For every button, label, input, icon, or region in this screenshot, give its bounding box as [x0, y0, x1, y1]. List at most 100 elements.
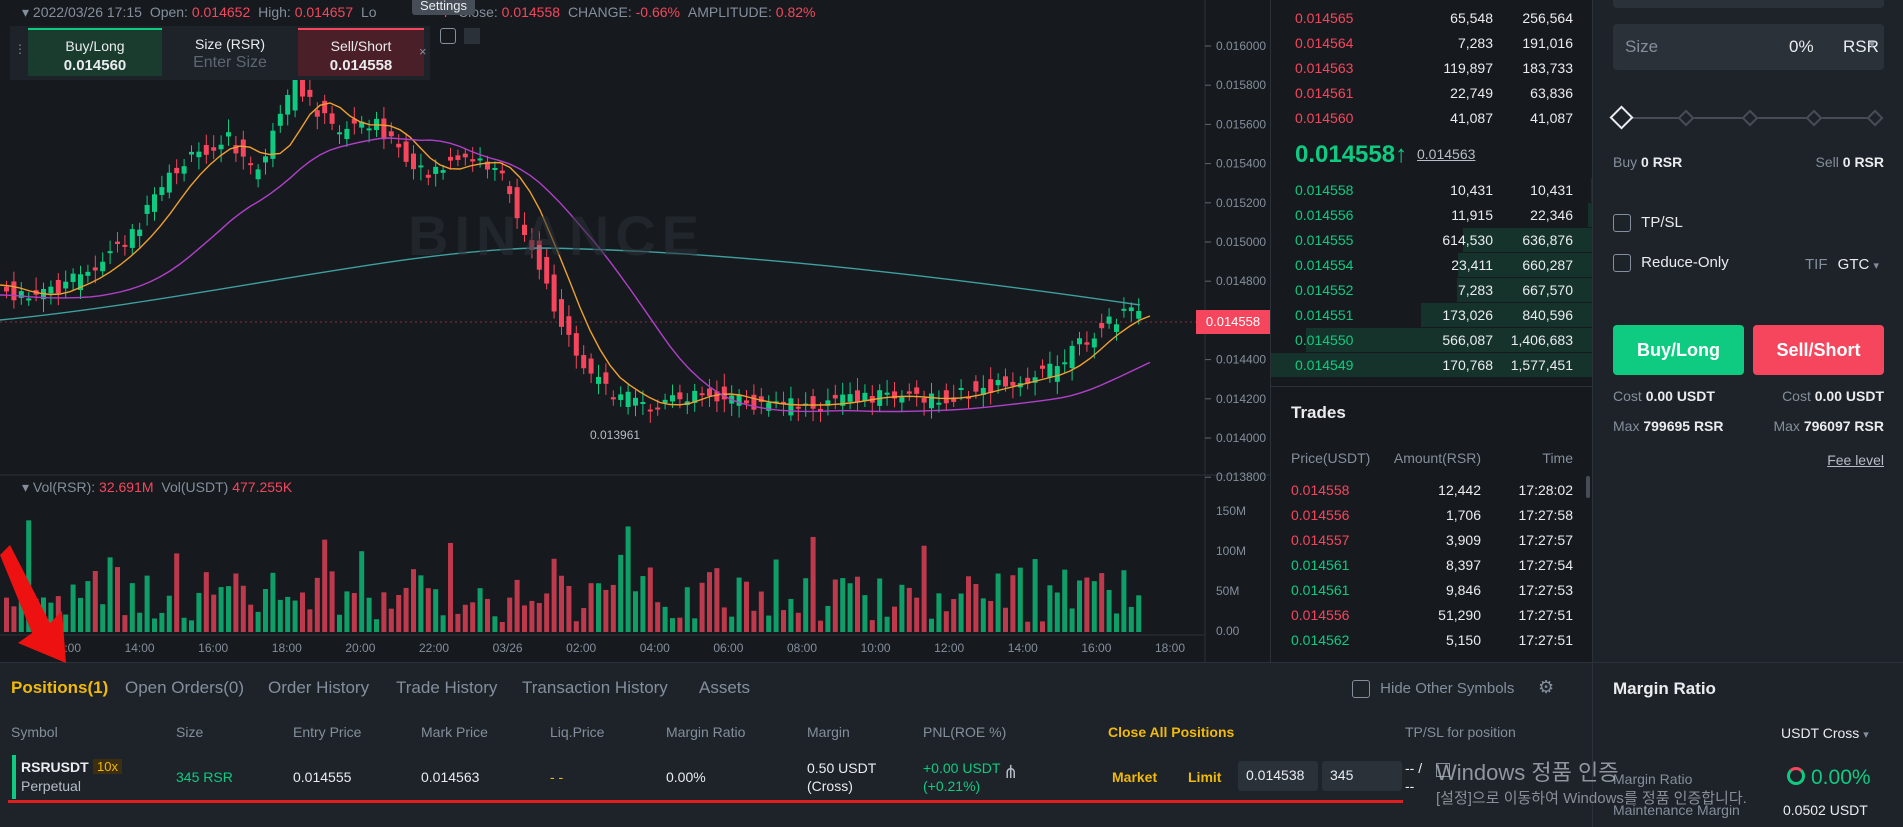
- orderbook-bid-row[interactable]: 0.014552 7,283 667,570: [1295, 282, 1573, 298]
- candle: [196, 151, 202, 158]
- filter-settings-icon[interactable]: ⚙: [1538, 677, 1555, 697]
- volume-bar: [980, 598, 986, 632]
- candle: [906, 391, 912, 394]
- orderbook-bid-row[interactable]: 0.014556 11,915 22,346: [1295, 207, 1573, 223]
- tab-positions[interactable]: Positions(1): [11, 678, 109, 697]
- limit-price-input[interactable]: 0.014538: [1238, 761, 1318, 791]
- candle: [536, 240, 542, 270]
- orderbook-mark-price[interactable]: 0.014563: [1417, 146, 1476, 162]
- limit-close-button[interactable]: Limit: [1188, 769, 1222, 785]
- sell-short-button[interactable]: Sell/Short: [1753, 325, 1884, 375]
- candle: [573, 333, 579, 356]
- orderbook-bid-row[interactable]: 0.014555 614,530 636,876: [1295, 232, 1573, 248]
- size-input[interactable]: Size 0% RSR ▾: [1613, 24, 1884, 70]
- close-quick-trade-icon[interactable]: ×: [419, 44, 427, 59]
- price-input[interactable]: [1613, 0, 1884, 8]
- candle: [958, 387, 964, 390]
- trades-scrollbar[interactable]: [1586, 476, 1590, 498]
- quick-size-input[interactable]: Size (RSR) Enter Size: [193, 36, 267, 71]
- candle: [847, 394, 853, 402]
- volume-bar: [418, 575, 424, 632]
- candle: [810, 396, 816, 409]
- limit-qty-input[interactable]: 345: [1322, 761, 1402, 791]
- tab-transaction-history[interactable]: Transaction History: [522, 678, 668, 697]
- candle: [55, 280, 61, 294]
- volume-bar: [374, 619, 379, 632]
- collapse-icon[interactable]: ▾: [22, 4, 30, 20]
- price-chart[interactable]: 0.016000 0.015800 0.015600 0.015400 0.015200…: [0, 0, 1270, 662]
- candle: [1099, 323, 1105, 329]
- tab-order-history[interactable]: Order History: [268, 678, 370, 697]
- close-icon[interactable]: [464, 28, 480, 44]
- orderbook-bid-row[interactable]: 0.014551 173,026 840,596: [1295, 307, 1573, 323]
- volume-bar: [795, 612, 801, 632]
- hide-other-symbols-checkbox[interactable]: Hide Other Symbols: [1352, 680, 1514, 699]
- candle: [159, 187, 165, 195]
- quick-sell-button[interactable]: Sell/Short 0.014558: [298, 28, 424, 76]
- slider-handle[interactable]: [1609, 105, 1634, 130]
- candle: [647, 409, 653, 412]
- time-axis-tick: 02:00: [566, 641, 596, 655]
- orderbook-bid-row[interactable]: 0.014558 10,431 10,431: [1295, 182, 1573, 198]
- volume-bar: [1003, 607, 1008, 632]
- tpsl-checkbox[interactable]: TP/SL: [1613, 214, 1683, 233]
- gear-icon[interactable]: [440, 28, 456, 44]
- candle: [226, 132, 231, 137]
- sell-max: Max 796097 RSR: [1773, 418, 1884, 434]
- fee-level-link[interactable]: Fee level: [1827, 452, 1884, 468]
- volume-bar: [810, 536, 816, 632]
- volume-bar: [137, 612, 143, 632]
- candle: [1091, 338, 1097, 348]
- candle: [100, 261, 106, 272]
- candle: [107, 251, 113, 254]
- orderbook-bid-row[interactable]: 0.014554 23,411 660,287: [1295, 257, 1573, 273]
- volume-bar: [729, 616, 735, 632]
- reduce-only-checkbox[interactable]: Reduce-Only: [1613, 254, 1729, 273]
- leverage-badge[interactable]: 10x: [93, 759, 122, 774]
- tab-trade-history[interactable]: Trade History: [396, 678, 498, 697]
- orderbook-bid-row[interactable]: 0.014550 566,087 1,406,683: [1295, 332, 1573, 348]
- margin-mode-select[interactable]: USDT Cross ▾: [1781, 725, 1869, 741]
- market-close-button[interactable]: Market: [1112, 769, 1158, 785]
- candle: [92, 267, 98, 271]
- tab-assets[interactable]: Assets: [699, 678, 751, 697]
- orderbook-ask-row[interactable]: 0.014560 41,087 41,087: [1295, 110, 1573, 126]
- volume-bar: [11, 606, 17, 632]
- volume-axis-tick: 150M: [1216, 504, 1246, 518]
- volume-bar: [958, 593, 964, 632]
- orderbook-bid-row[interactable]: 0.014549 170,768 1,577,451: [1295, 357, 1573, 373]
- volume-bar: [640, 576, 646, 632]
- volume-bar: [166, 595, 172, 632]
- price-axis-tick: 0.014400: [1216, 353, 1266, 367]
- chart-area[interactable]: 0.016000 0.015800 0.015600 0.015400 0.015200…: [0, 0, 1270, 662]
- edit-icon[interactable]: [1436, 763, 1450, 777]
- volume-bar: [18, 585, 24, 632]
- binance-watermark: BINANCE: [408, 204, 706, 267]
- volume-bar: [943, 611, 949, 632]
- tab-open-orders[interactable]: Open Orders(0): [125, 678, 245, 697]
- candle: [1062, 362, 1068, 365]
- orderbook-ask-row[interactable]: 0.014565 65,548 256,564: [1295, 10, 1573, 26]
- tif-select[interactable]: TIF GTC ▾: [1805, 256, 1880, 273]
- share-icon[interactable]: ⋔: [1003, 762, 1019, 782]
- orderbook-ask-row[interactable]: 0.014564 7,283 191,016: [1295, 35, 1573, 51]
- buy-long-button[interactable]: Buy/Long: [1613, 325, 1744, 375]
- column-header[interactable]: Close All Positions: [1108, 724, 1235, 740]
- candle: [529, 240, 535, 250]
- maintenance-margin-value: 0.0502 USDT: [1783, 802, 1868, 818]
- volume-bar: [300, 592, 305, 632]
- candle: [329, 113, 335, 124]
- tpsl-cell[interactable]: -- /: [1405, 760, 1423, 776]
- volume-bar: [684, 587, 690, 632]
- volume-bar: [803, 578, 809, 632]
- position-symbol[interactable]: RSRUSDT: [21, 759, 89, 775]
- candle: [603, 372, 609, 384]
- trade-time: 17:27:51: [1518, 607, 1574, 623]
- candle: [411, 153, 416, 170]
- quick-buy-button[interactable]: Buy/Long 0.014560: [28, 28, 162, 76]
- orderbook-ask-row[interactable]: 0.014563 119,897 183,733: [1295, 60, 1573, 76]
- candle: [1121, 308, 1127, 311]
- orderbook-ask-row[interactable]: 0.014561 22,749 63,836: [1295, 85, 1573, 101]
- volume-bar: [877, 578, 883, 632]
- candle: [270, 130, 276, 159]
